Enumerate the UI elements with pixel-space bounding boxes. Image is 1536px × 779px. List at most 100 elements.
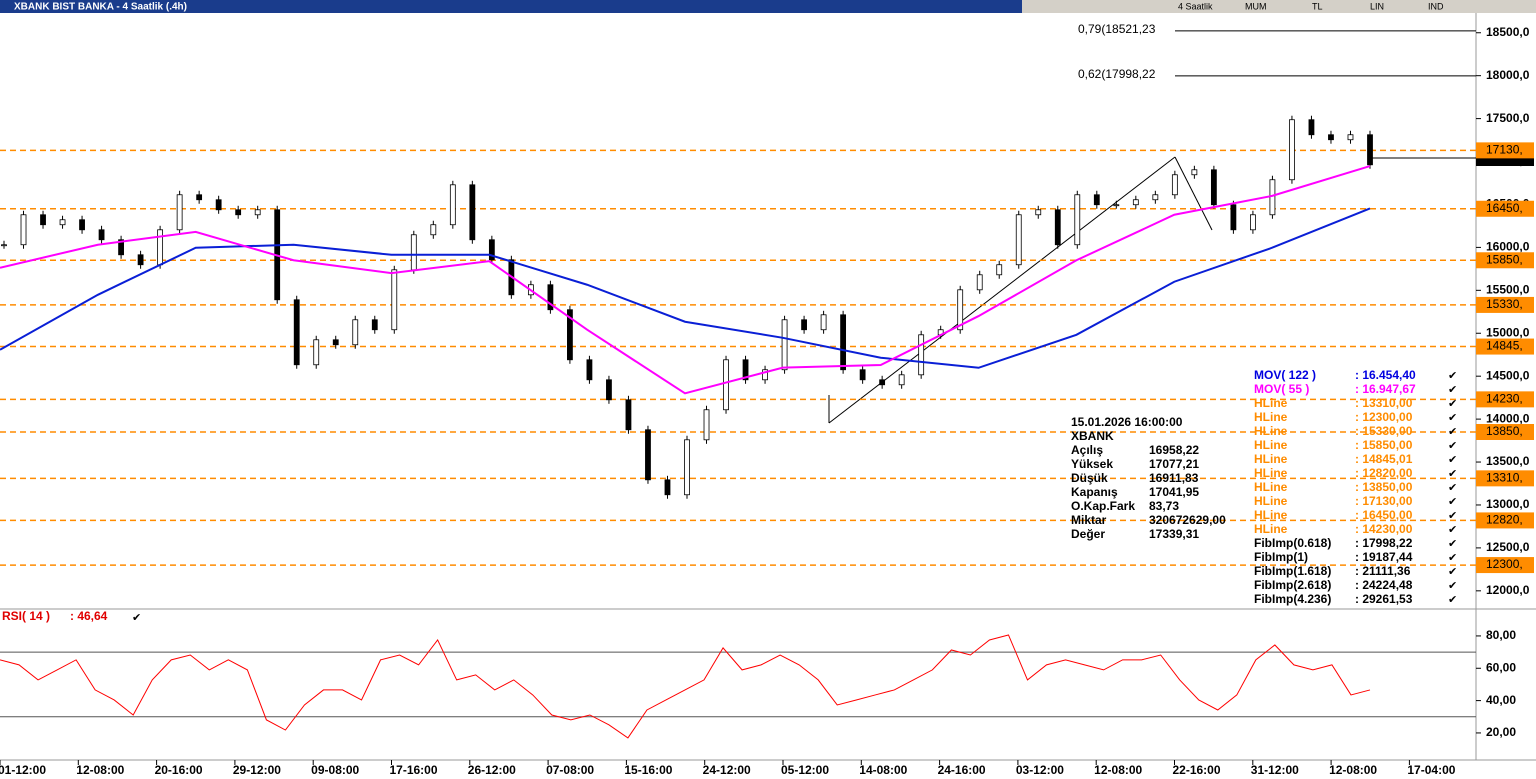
check[interactable]: ✔ (1448, 552, 1457, 564)
info-value: 17041,95 (1149, 485, 1199, 499)
candle-body (957, 289, 964, 331)
info-value: 320672629,00 (1149, 513, 1226, 527)
legend-label: FibImp(1.618) (1254, 564, 1331, 578)
hline-label: 15330, (1486, 297, 1523, 311)
x-tick-label: 09-08:00 (311, 763, 359, 777)
fib-label: 0,62(17998,22 (1078, 67, 1156, 81)
hline-label: 15850, (1486, 252, 1523, 266)
candle-body (840, 314, 847, 371)
check[interactable]: ✔ (1448, 524, 1457, 536)
candle-body (879, 379, 886, 386)
hline-box (1476, 142, 1534, 159)
x-tick-label: 12-08:00 (1094, 763, 1142, 777)
candle-body (742, 359, 749, 381)
check[interactable]: ✔ (1448, 580, 1457, 592)
check[interactable]: ✔ (1448, 566, 1457, 578)
x-tick-label: 29-12:00 (233, 763, 281, 777)
candle-body (703, 409, 710, 441)
candle-body (215, 199, 222, 211)
y-tick-label: 40,00 (1486, 693, 1516, 707)
hline-label: 13850, (1486, 424, 1523, 438)
info-value: 17077,21 (1149, 457, 1199, 471)
y-tick-label: 20,00 (1486, 725, 1516, 739)
legend-value: : 12820,00 (1355, 466, 1413, 480)
toolbar (1022, 0, 1536, 13)
check[interactable]: ✔ (1448, 496, 1457, 508)
x-tick-label: 05-12:00 (781, 763, 829, 777)
legend-label: FibImp(0.618) (1254, 536, 1331, 550)
candle-body (762, 369, 768, 381)
info-key: Değer (1071, 527, 1105, 541)
legend-label: HLine (1254, 410, 1288, 424)
candle-body (625, 399, 632, 431)
check[interactable]: ✔ (1448, 510, 1457, 522)
candle-body (235, 209, 242, 216)
legend-label: HLine (1254, 494, 1288, 508)
toolbar-item[interactable]: MUM (1245, 1, 1267, 11)
toolbar-item[interactable]: TL (1312, 1, 1323, 11)
check[interactable]: ✔ (1448, 482, 1457, 494)
y-tick-label: 13000,0 (1486, 497, 1530, 511)
candle-body (801, 319, 807, 331)
info-key: Yüksek (1071, 457, 1113, 471)
candle-body (1171, 174, 1178, 196)
legend-value: : 16.947,67 (1355, 382, 1416, 396)
x-tick-label: 12-08:00 (1329, 763, 1377, 777)
candle-body (430, 224, 437, 236)
candle-body (352, 319, 359, 346)
toolbar-item[interactable]: 4 Saatlik (1178, 1, 1213, 11)
legend-value: : 14230,00 (1355, 522, 1413, 536)
candle-body (645, 429, 651, 481)
window-title: XBANK BIST BANKA - 4 Saatlik (.4h) (14, 2, 187, 13)
check[interactable]: ✔ (1448, 594, 1457, 606)
candle-body (40, 214, 46, 226)
y-tick-label: 13500,0 (1486, 454, 1530, 468)
x-tick-label: 26-12:00 (468, 763, 516, 777)
candle-body (684, 439, 690, 496)
check[interactable]: ✔ (1448, 412, 1457, 424)
legend-value: : 16450,00 (1355, 508, 1413, 522)
legend-value: : 24224,48 (1355, 578, 1413, 592)
legend-value: : 21111,36 (1355, 564, 1411, 578)
candle-body (996, 264, 1003, 276)
x-tick-label: 07-08:00 (546, 763, 594, 777)
check[interactable]: ✔ (132, 612, 141, 624)
legend-value: : 14845,01 (1355, 452, 1413, 466)
candle-body (781, 319, 788, 371)
fib-label: 0,79(18521,23 (1078, 22, 1156, 36)
check[interactable]: ✔ (1448, 370, 1457, 382)
candle-body (391, 269, 398, 331)
x-tick-label: 22-16:00 (1172, 763, 1220, 777)
legend-value: : 12300,00 (1355, 410, 1413, 424)
legend-value: : 15330,00 (1355, 424, 1413, 438)
check[interactable]: ✔ (1448, 440, 1457, 452)
candle-body (254, 209, 261, 216)
legend-value: : 13850,00 (1355, 480, 1413, 494)
candle-body (332, 339, 339, 346)
check[interactable]: ✔ (1448, 426, 1457, 438)
candle-body (1250, 214, 1256, 231)
rsi-label: RSI( 14 ) (2, 609, 50, 623)
check[interactable]: ✔ (1448, 384, 1457, 396)
check[interactable]: ✔ (1448, 538, 1457, 550)
info-key: O.Kap.Fark (1071, 499, 1135, 513)
hline-box (1476, 423, 1534, 440)
hline-box (1476, 391, 1534, 408)
candle-body (157, 229, 164, 266)
x-tick-label: 24-16:00 (938, 763, 986, 777)
candle-body (1347, 134, 1354, 141)
y-tick-label: 15000,0 (1486, 325, 1530, 339)
info-value: 17339,31 (1149, 527, 1199, 541)
check[interactable]: ✔ (1448, 454, 1457, 466)
check[interactable]: ✔ (1448, 398, 1457, 410)
legend-label: HLine (1254, 522, 1288, 536)
check[interactable]: ✔ (1448, 468, 1457, 480)
toolbar-item[interactable]: IND (1428, 1, 1444, 11)
legend-label: HLine (1254, 452, 1288, 466)
candle-body (449, 184, 456, 226)
info-value: 83,73 (1149, 499, 1179, 513)
candle-body (1230, 204, 1237, 231)
toolbar-item[interactable]: LIN (1370, 1, 1384, 11)
candle-body (137, 254, 144, 266)
legend-label: FibImp(2.618) (1254, 578, 1331, 592)
